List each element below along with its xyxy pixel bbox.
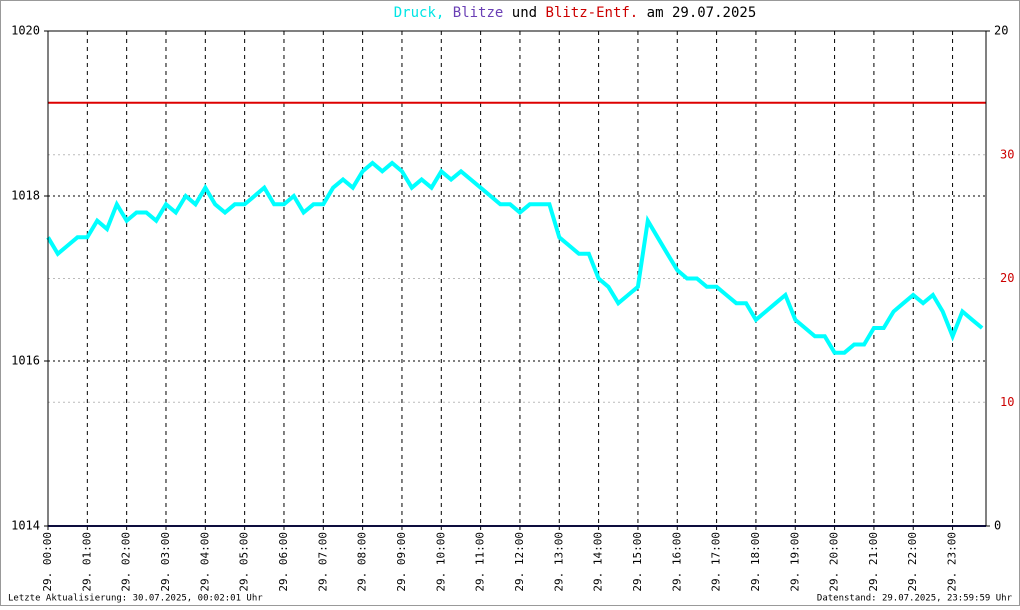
y3-tick-label: 20 — [1000, 271, 1014, 285]
x-tick-label: 29. 00:00 — [41, 532, 54, 592]
line-series — [46, 160, 984, 355]
x-tick-label: 29. 03:00 — [159, 532, 172, 592]
y-tick-label: 1014 — [11, 519, 40, 533]
x-tick-label: 29. 02:00 — [120, 532, 133, 592]
y3-tick-label: 30 — [1000, 147, 1014, 161]
title-part: und — [512, 5, 537, 21]
x-tick-label: 29. 05:00 — [238, 532, 251, 592]
title-part: Druck, — [394, 5, 445, 21]
y-tick-label: 1018 — [11, 189, 40, 203]
chart-title: Druck, Blitze und Blitz-Entf. am 29.07.2… — [394, 5, 757, 21]
y2-tick-label: 0 — [994, 519, 1001, 533]
plot-border — [47, 30, 987, 527]
x-tick-label: 29. 04:00 — [198, 532, 211, 592]
x-tick-label: 29. 13:00 — [552, 532, 565, 592]
title-part: Blitze — [453, 5, 504, 21]
x-tick-label: 29. 15:00 — [631, 532, 644, 592]
x-tick-label: 29. 09:00 — [395, 532, 408, 592]
x-tick-label: 29. 06:00 — [277, 532, 290, 592]
x-tick-label: 29. 01:00 — [80, 532, 93, 592]
x-tick-label: 29. 22:00 — [906, 532, 919, 592]
x-tick-label: 29. 12:00 — [513, 532, 526, 592]
x-tick-label: 29. 07:00 — [316, 532, 329, 592]
x-tick-label: 29. 18:00 — [749, 532, 762, 592]
x-tick-label: 29. 11:00 — [474, 532, 487, 592]
y2-tick-label: 20 — [994, 24, 1008, 38]
x-tick-label: 29. 17:00 — [710, 532, 723, 592]
x-tick-label: 29. 21:00 — [867, 532, 880, 592]
y-tick-label: 1020 — [11, 24, 40, 38]
title-part: am 29.07.2025 — [647, 5, 757, 21]
y3-tick-label: 10 — [1000, 395, 1014, 409]
x-tick-label: 29. 16:00 — [670, 532, 683, 592]
x-tick-label: 29. 19:00 — [788, 532, 801, 592]
footer-right: Datenstand: 29.07.2025, 23:59:59 Uhr — [817, 594, 1013, 604]
x-tick-label: 29. 23:00 — [946, 532, 959, 592]
title-part: Blitz-Entf. — [546, 5, 639, 21]
footer-left: Letzte Aktualisierung: 30.07.2025, 00:02… — [8, 594, 263, 604]
x-tick-label: 29. 08:00 — [356, 532, 369, 592]
x-tick-label: 29. 14:00 — [592, 532, 605, 592]
x-tick-label: 29. 20:00 — [828, 532, 841, 592]
x-tick-label: 29. 10:00 — [434, 532, 447, 592]
y-tick-label: 1016 — [11, 354, 40, 368]
